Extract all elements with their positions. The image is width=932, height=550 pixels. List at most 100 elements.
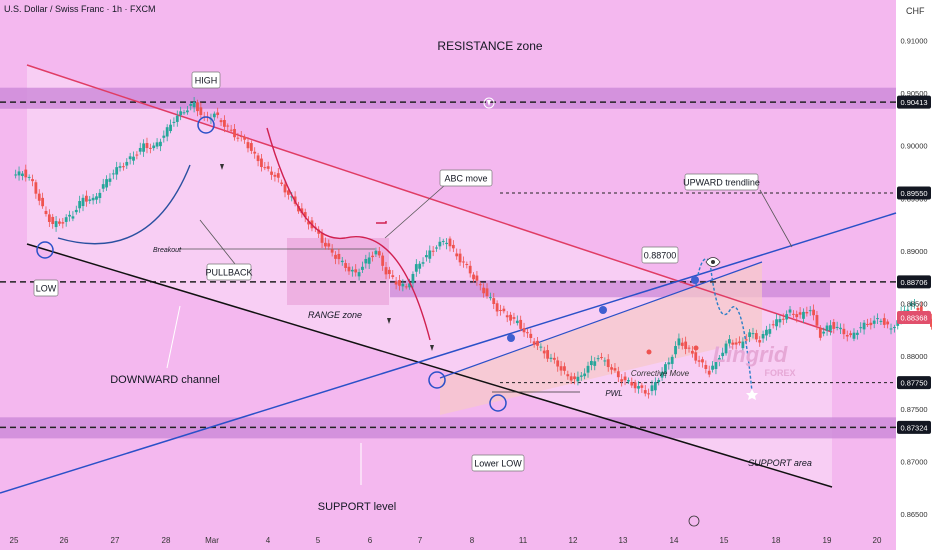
- candle-body: [892, 327, 896, 329]
- candle-body: [223, 119, 226, 127]
- candle-body: [152, 145, 156, 149]
- target-star-icon: [746, 389, 758, 400]
- y-tick-label: 0.91000: [900, 36, 927, 45]
- y-tick-label: 0.87500: [900, 405, 927, 414]
- range-flag-icon: [376, 221, 387, 224]
- candle-body: [142, 143, 146, 152]
- candle-body: [108, 178, 112, 182]
- candle-body: [51, 216, 55, 224]
- candle-body: [859, 327, 863, 329]
- down-arrow-marker: [487, 100, 491, 106]
- candle-body: [738, 341, 741, 344]
- lightning-icon: [688, 515, 700, 527]
- candle-body: [71, 216, 75, 219]
- x-tick-label: 27: [111, 536, 120, 545]
- candle-body: [236, 137, 240, 139]
- y-tick-label: 0.86500: [900, 510, 927, 519]
- candle-body: [239, 135, 243, 137]
- candle-body: [350, 269, 354, 272]
- candle-body: [714, 359, 718, 370]
- candle-body: [761, 334, 765, 339]
- candle-body: [576, 376, 580, 382]
- target-zone-band: [390, 280, 830, 298]
- candle-body: [334, 254, 337, 259]
- candle-body: [660, 371, 664, 378]
- candle-body: [300, 208, 304, 214]
- currency-label: CHF: [906, 6, 925, 16]
- support-area-text: SUPPORT area: [748, 458, 812, 468]
- candle-body: [61, 222, 65, 224]
- candle-body: [246, 142, 250, 149]
- lower-low-label: Lower LOW: [474, 459, 522, 469]
- candle-body: [684, 341, 688, 349]
- candle-body: [886, 321, 890, 325]
- candle-body: [569, 376, 573, 381]
- candle-body: [866, 323, 869, 325]
- candle-body: [852, 332, 856, 339]
- candle-body: [768, 329, 772, 334]
- pullback-pointer: [199, 219, 236, 265]
- candle-body: [697, 360, 701, 362]
- candle-body: [680, 342, 684, 346]
- candle-body: [189, 104, 193, 106]
- candle-body: [488, 297, 492, 299]
- candle-body: [583, 373, 587, 377]
- candle-body: [812, 309, 815, 316]
- candle-body: [643, 390, 647, 394]
- candle-body: [374, 250, 378, 255]
- candle-body: [367, 257, 371, 264]
- x-tick-label: 5: [316, 536, 321, 545]
- candle-body: [842, 328, 846, 335]
- candle-body: [542, 350, 546, 354]
- upward-trendline-label-box: [684, 173, 759, 191]
- candle-body: [640, 385, 644, 388]
- candle-body: [101, 184, 105, 189]
- candle-body: [808, 310, 812, 312]
- candle-body: [637, 386, 640, 389]
- candle-body: [825, 325, 829, 331]
- candle-body: [623, 376, 627, 381]
- candle-body: [798, 312, 802, 315]
- candle-body: [832, 322, 836, 329]
- x-tick-label: 15: [720, 536, 729, 545]
- candle-body: [414, 264, 418, 272]
- candle-body: [677, 338, 681, 346]
- candle-body: [98, 192, 102, 199]
- candle-body: [37, 193, 41, 201]
- candle-body: [613, 368, 617, 371]
- candle-body: [788, 309, 792, 313]
- candle-body: [690, 350, 694, 354]
- candle-body: [41, 197, 45, 207]
- high-label: HIGH: [195, 76, 218, 86]
- candle-body: [536, 340, 539, 346]
- candle-body: [734, 342, 738, 345]
- candle-body: [307, 221, 310, 225]
- candle-body: [44, 210, 48, 215]
- candle-body: [54, 221, 58, 228]
- candle-body: [428, 250, 432, 259]
- candle-body: [526, 332, 529, 334]
- candle-body: [751, 333, 755, 335]
- chart-title: U.S. Dollar / Swiss Franc · 1h · FXCM: [4, 4, 156, 14]
- candle-body: [14, 174, 18, 176]
- candle-body: [172, 121, 176, 123]
- pullback-label-box: [206, 263, 252, 281]
- candle-body: [499, 309, 502, 311]
- candle-body: [377, 251, 381, 256]
- candle-body: [320, 233, 324, 243]
- candle-body: [512, 317, 516, 319]
- candle-body: [435, 247, 438, 249]
- candle-body: [317, 229, 321, 234]
- candle-body: [303, 212, 307, 218]
- candle-body: [297, 206, 300, 212]
- candle-body: [670, 356, 674, 364]
- y-tick-label: 0.90000: [900, 142, 927, 151]
- candle-body: [74, 209, 78, 213]
- candle-body: [771, 324, 775, 326]
- eye-icon-pupil: [711, 260, 715, 264]
- low-label: LOW: [36, 284, 57, 294]
- candle-body: [371, 255, 374, 258]
- candle-body: [132, 156, 135, 161]
- high-label-box: [191, 71, 221, 89]
- x-tick-label: 20: [873, 536, 882, 545]
